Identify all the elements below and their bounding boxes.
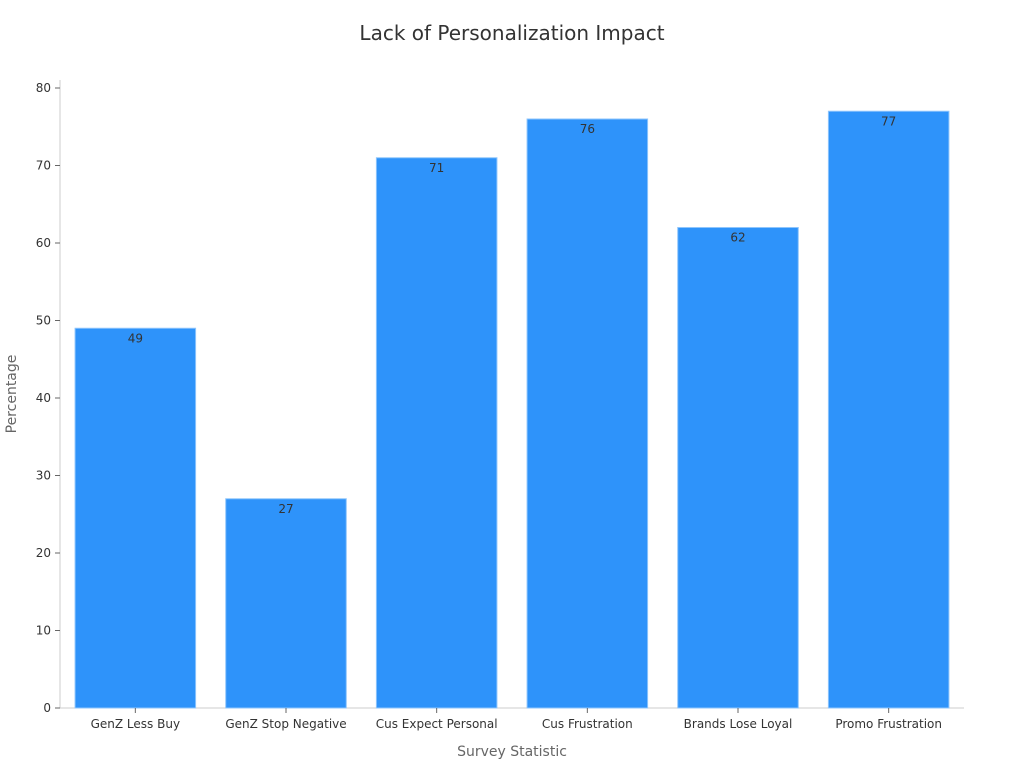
y-tick-label: 50: [36, 314, 51, 328]
x-tick-label: Promo Frustration: [835, 717, 942, 731]
bar-value-label: 76: [580, 122, 595, 136]
y-tick-label: 70: [36, 159, 51, 173]
bar-value-label: 71: [429, 161, 444, 175]
chart-title: Lack of Personalization Impact: [359, 21, 664, 45]
y-tick-label: 20: [36, 546, 51, 560]
x-tick-label: GenZ Stop Negative: [225, 717, 346, 731]
bar-value-label: 27: [278, 502, 293, 516]
bar: [827, 110, 950, 709]
bar: [526, 118, 649, 709]
x-tick-label: Brands Lose Loyal: [684, 717, 793, 731]
y-tick-label: 80: [36, 81, 51, 95]
bar-value-label: 49: [128, 331, 143, 345]
bar: [677, 227, 799, 709]
x-tick-label: GenZ Less Buy: [91, 717, 180, 731]
x-tick-label: Cus Expect Personal: [376, 717, 498, 731]
y-tick-label: 60: [36, 236, 51, 250]
bar-value-label: 77: [881, 114, 896, 128]
y-tick-label: 30: [36, 469, 51, 483]
y-tick-label: 10: [36, 624, 51, 638]
x-tick-label: Cus Frustration: [542, 717, 633, 731]
bar: [225, 498, 347, 709]
bar: [74, 327, 197, 709]
y-tick-label: 40: [36, 391, 51, 405]
y-tick-label: 0: [43, 701, 51, 715]
y-axis-label: Percentage: [4, 355, 20, 434]
bar: [375, 157, 498, 709]
x-axis-label: Survey Statistic: [457, 744, 567, 760]
bar-value-label: 62: [730, 231, 745, 245]
plot-area: 0 10 20 30 40 50 60 70 80 49 GenZ Less Buy 27 GenZ S…: [36, 80, 964, 731]
